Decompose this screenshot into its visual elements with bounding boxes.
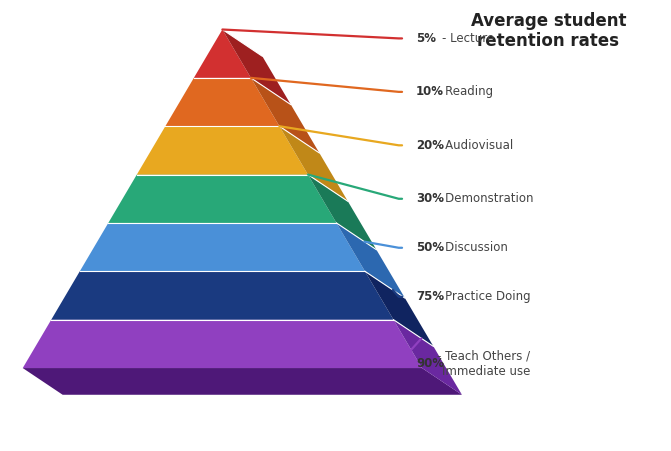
Text: - Discussion: - Discussion: [437, 241, 508, 254]
Text: 10%: 10%: [416, 85, 444, 98]
Text: 50%: 50%: [416, 241, 444, 254]
Polygon shape: [336, 223, 405, 298]
Polygon shape: [308, 175, 376, 250]
Polygon shape: [251, 78, 319, 153]
Text: 90%: 90%: [416, 357, 444, 370]
Polygon shape: [365, 272, 433, 346]
Text: - Lecture: - Lecture: [442, 32, 495, 45]
Polygon shape: [23, 320, 422, 368]
Polygon shape: [165, 78, 279, 126]
Polygon shape: [137, 126, 308, 175]
Polygon shape: [393, 320, 462, 395]
Text: - Audiovisual: - Audiovisual: [437, 139, 513, 152]
Polygon shape: [51, 272, 393, 320]
Polygon shape: [23, 368, 462, 395]
Polygon shape: [222, 29, 291, 105]
Text: - Reading: - Reading: [437, 85, 493, 98]
Text: 5%: 5%: [416, 32, 436, 45]
Text: Average student
retention rates: Average student retention rates: [470, 12, 626, 51]
Polygon shape: [80, 223, 365, 272]
Text: 30%: 30%: [416, 192, 444, 205]
Polygon shape: [108, 175, 336, 223]
Polygon shape: [194, 29, 251, 78]
Text: 75%: 75%: [416, 290, 444, 303]
Text: - Demonstration: - Demonstration: [437, 192, 534, 205]
Text: 20%: 20%: [416, 139, 444, 152]
Polygon shape: [279, 126, 348, 201]
Text: - Practice Doing: - Practice Doing: [437, 290, 531, 303]
Text: - Teach Others /
Immediate use: - Teach Others / Immediate use: [437, 350, 531, 377]
